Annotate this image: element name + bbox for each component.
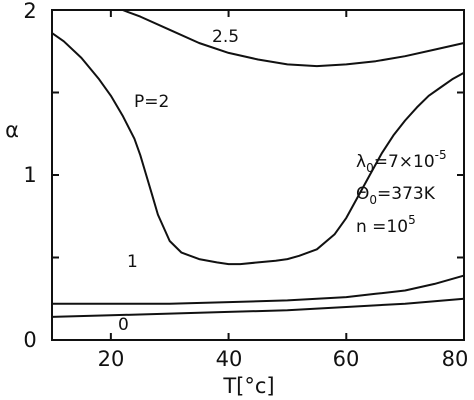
curve-label-p-2: P=2: [134, 92, 169, 112]
n-exponent: 5: [408, 213, 416, 227]
n-parameter: n =105: [356, 213, 416, 237]
lambda-value: =7×10: [374, 152, 435, 172]
y-axis-title: α: [5, 118, 19, 142]
x-tick-label-80: 80: [442, 347, 469, 371]
curve-1: [52, 274, 465, 305]
axis-ticks: [52, 9, 465, 341]
y-tick-label-2: 2: [23, 0, 36, 23]
curve-label-1: 1: [127, 252, 138, 272]
x-axis-title: T[°c]: [222, 374, 274, 398]
lambda-subscript: 0: [366, 161, 374, 175]
curve-p-2: [51, 32, 465, 266]
theta-subscript: 0: [369, 193, 377, 207]
y-tick-label-1: 1: [23, 163, 36, 187]
lambda-symbol: λ: [356, 152, 366, 172]
curve-0: [51, 297, 465, 318]
lambda-parameter: λ0=7×10-5: [356, 148, 447, 175]
curve-label-2-5: 2.5: [212, 27, 239, 47]
curve-label-0: 0: [118, 315, 129, 335]
x-tick-label-20: 20: [98, 347, 125, 371]
lambda-exponent: -5: [435, 148, 447, 162]
x-tick-label-60: 60: [333, 347, 360, 371]
data-curves: [51, 9, 465, 318]
theta-symbol: Θ: [356, 184, 369, 204]
x-tick-label-40: 40: [216, 347, 243, 371]
theta-value: =373K: [377, 184, 436, 204]
y-tick-label-0: 0: [23, 328, 36, 352]
theta-parameter: Θ0=373K: [356, 184, 436, 207]
n-value: n =10: [356, 217, 408, 237]
curve-2-5: [122, 9, 465, 68]
